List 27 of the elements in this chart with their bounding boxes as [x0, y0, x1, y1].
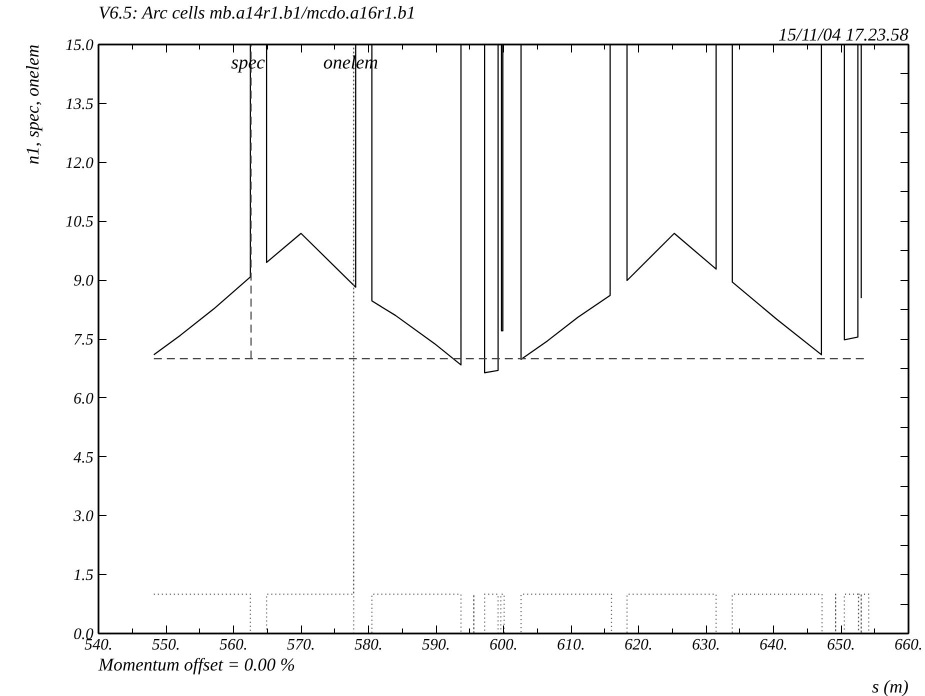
y-tick-label: 4.5	[74, 449, 94, 466]
y-axis-title: n1, spec, onelem	[22, 44, 42, 164]
text: Momentum offset = 0.00 %	[98, 654, 296, 674]
y-tick-label: 7.5	[74, 332, 94, 348]
y-tick-label: 13.5	[66, 96, 94, 113]
y-tick-label: 15.0	[66, 37, 94, 54]
x-axis-title: s (m)	[872, 676, 909, 696]
y-tick-label: 10.5	[66, 214, 94, 231]
x-tick-label: 570.	[287, 636, 315, 654]
y-tick-label: 3.0	[72, 508, 94, 526]
y-tick-label: 12.0	[66, 154, 94, 172]
y-tick-label: 9.0	[74, 272, 94, 290]
chart-subtitle: 15/11/04 17.23.58	[778, 24, 909, 44]
x-tick-label: 640.	[760, 636, 788, 654]
x-tick-label: 590.	[422, 636, 450, 654]
x-tick-label: 650.	[827, 636, 855, 654]
x-tick-label: 600.	[490, 636, 518, 654]
y-tick-label: 1.5	[74, 567, 94, 584]
x-tick-label: 660.	[894, 636, 922, 654]
y-tick-label: 6.0	[74, 390, 94, 408]
x-tick-label: 620.	[624, 636, 652, 654]
x-tick-label: 550.	[152, 636, 180, 654]
x-tick-label: 610.	[557, 636, 585, 654]
chart-title: V6.5: Arc cells mb.a14r1.b1/mcdo.a16r1.b1	[98, 2, 416, 22]
x-tick-label: 630.	[692, 636, 720, 654]
x-tick-label: 580.	[354, 636, 382, 654]
x-tick-label: 560.	[220, 636, 248, 654]
